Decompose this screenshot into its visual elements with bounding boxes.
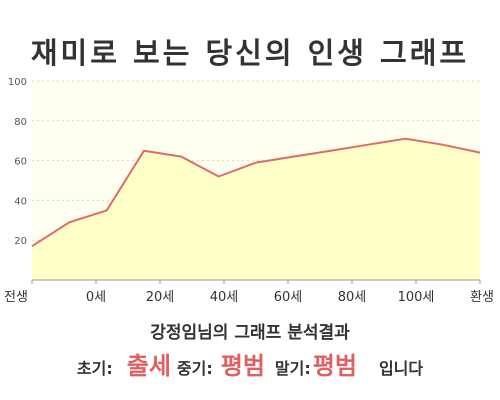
result-suffix: 입니다 [378,359,424,378]
y-tick-label: 80 [14,117,27,128]
x-tick-label: 100세 [398,290,435,305]
mid-value: 평범 [220,352,265,380]
y-axis-ticks: 20 40 60 80 100 [8,77,27,247]
x-axis-ticks: 전생 0세 20세 40세 60세 80세 100세 환생 [4,280,494,305]
x-tick-label: 40세 [210,290,239,305]
series-line [31,137,481,248]
x-tick-label: 전생 [4,290,28,305]
x-tick-label: 80세 [338,290,367,305]
result-subtitle: 강정임님의 그래프 분석결과 [150,323,350,343]
area-fill [32,138,480,280]
x-tick-label: 20세 [146,290,175,305]
y-tick-label: 40 [14,196,27,207]
page-title: 재미로 보는 당신의 인생 그래프 [30,36,470,70]
x-tick-label: 환생 [470,290,494,305]
early-label: 초기: [76,359,113,378]
result-summary: 초기: 출세 중기: 평범 말기:평범 입니다 [0,346,500,381]
x-tick-label: 0세 [86,290,106,305]
late-label: 말기: [274,359,311,378]
late-value: 평범 [312,352,357,380]
y-tick-label: 100 [8,77,27,88]
x-tick-label: 60세 [274,290,303,305]
y-tick-label: 60 [14,157,27,168]
early-value: 출세 [126,352,171,380]
mid-label: 중기: [176,359,213,378]
y-tick-label: 20 [14,236,27,247]
